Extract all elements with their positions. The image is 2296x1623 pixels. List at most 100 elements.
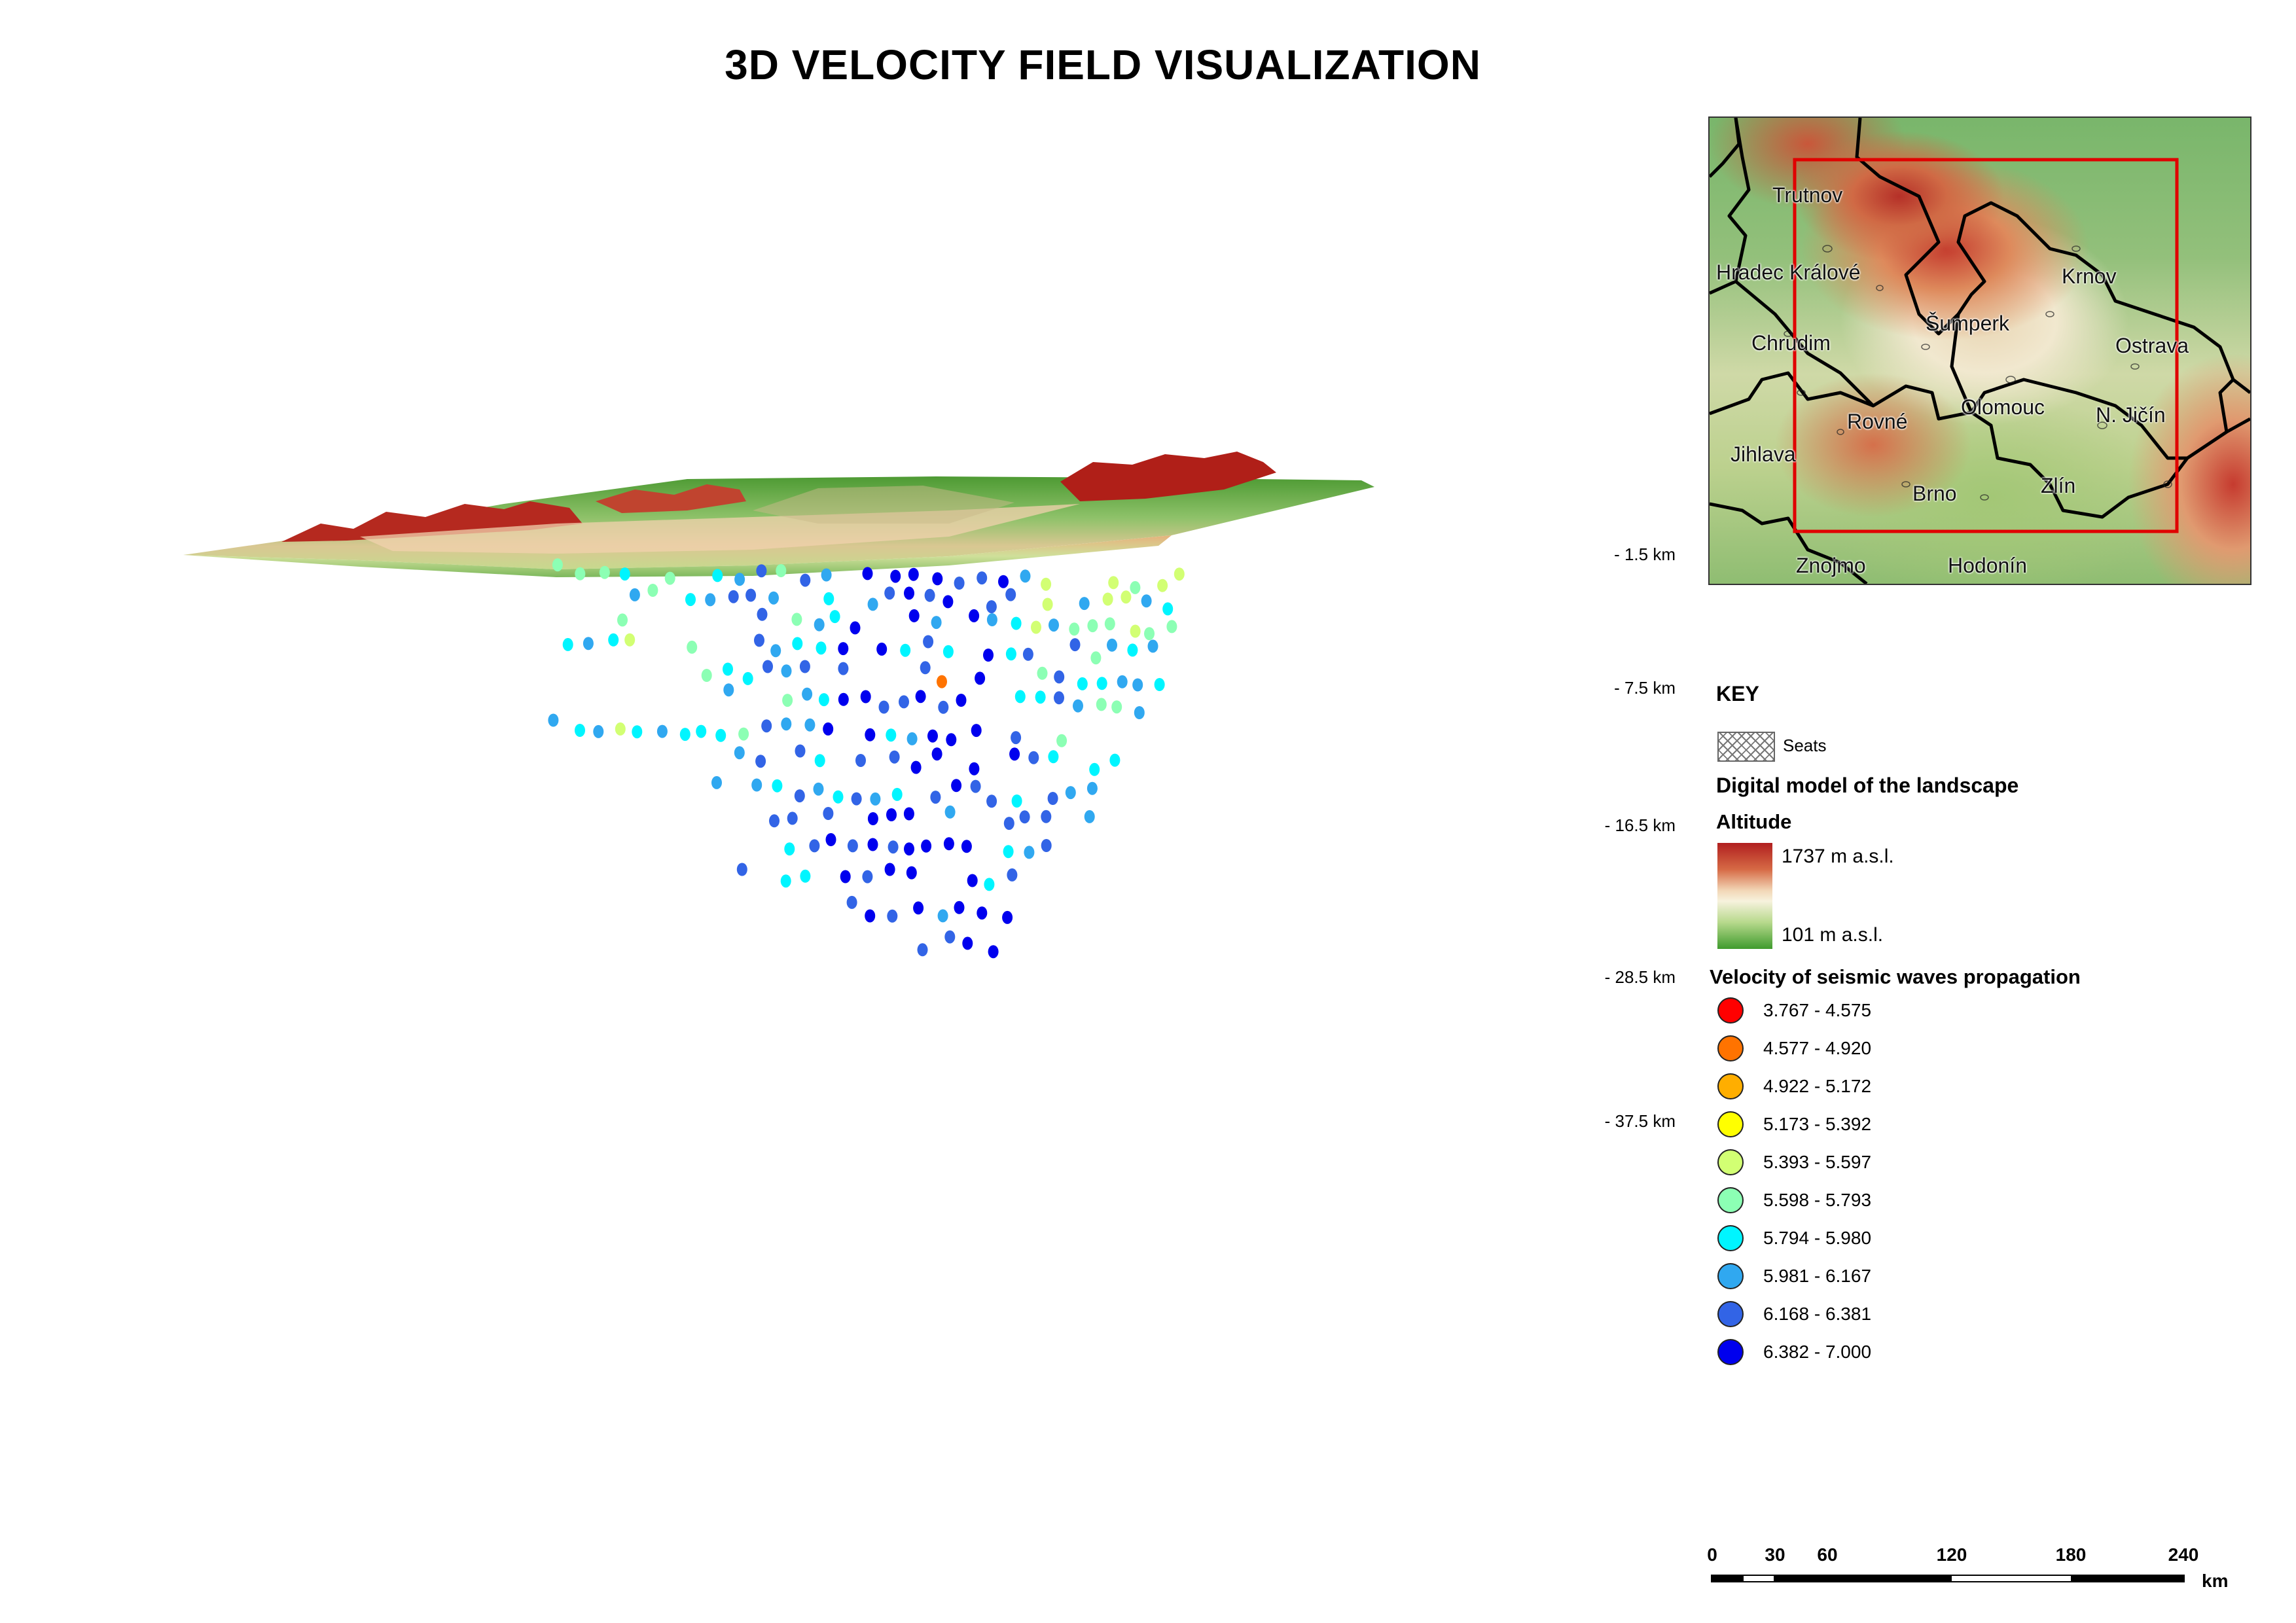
velocity-point [1096,698,1107,711]
velocity-point [687,640,698,654]
velocity-point [904,586,914,600]
velocity-range-label: 3.767 - 4.575 [1763,1000,1872,1020]
velocity-point [734,573,745,586]
scale-segment [1711,1575,1744,1582]
velocity-point [977,906,988,920]
velocity-point [1157,579,1168,592]
velocity-point [624,633,636,647]
velocity-swatch [1717,1073,1744,1099]
scale-tick-label: 120 [1936,1544,1967,1565]
velocity-point [915,690,926,704]
velocity-point [1086,781,1098,795]
velocity-point [1166,620,1177,633]
velocity-point [931,747,942,761]
depth-label-3: - 16.5 km [1604,815,1676,835]
city-brno: Brno [1912,482,1957,505]
velocity-point [1035,690,1046,704]
velocity-point [971,724,982,738]
velocity-point [792,637,803,651]
velocity-point [1007,868,1018,882]
velocity-point [931,616,942,630]
velocity-point [608,633,619,647]
velocity-range-label: 5.794 - 5.980 [1763,1228,1872,1248]
velocity-point [823,592,834,605]
velocity-point [946,733,957,747]
scale-unit-label: km [2202,1571,2229,1591]
velocity-point [1117,675,1128,688]
velocity-point [923,635,934,649]
velocity-point [1011,731,1022,745]
velocity-point [593,724,604,738]
velocity-point [961,840,972,853]
velocity-point [813,782,824,796]
velocity-point [1111,700,1122,714]
velocity-point [1041,810,1052,823]
velocity-point [988,945,999,959]
velocity-swatch [1717,1263,1744,1289]
velocity-point [615,722,626,736]
velocity-point [970,779,981,793]
velocity-point [656,724,668,738]
velocity-point [986,794,997,808]
velocity-point [823,807,834,820]
velocity-point [1069,638,1081,652]
velocity-point [632,725,643,739]
velocity-point [983,649,994,662]
velocity-point [903,807,914,821]
velocity-point [1011,794,1022,808]
velocity-point [886,808,897,821]
velocity-point [762,660,773,673]
velocity-point [956,694,967,707]
velocity-point [962,936,973,950]
velocity-point [728,590,739,603]
velocity-point [1162,602,1174,616]
velocity-point [1127,643,1138,657]
velocity-point [552,558,563,572]
velocity-point [548,713,559,727]
velocity-point [906,866,917,880]
velocity-point [943,837,954,851]
velocity-point [851,792,862,806]
velocity-point [723,683,734,697]
depth-label-1: - 1.5 km [1614,544,1676,564]
velocity-point [913,901,924,915]
velocity-point [876,642,888,656]
velocity-point [862,567,873,580]
velocity-point [1011,616,1022,630]
velocity-range-label: 4.922 - 5.172 [1763,1076,1872,1096]
scale-segment [1742,1575,1775,1582]
velocity-point [1019,810,1030,824]
velocity-point [867,812,878,825]
city-znojmo: Znojmo [1796,554,1866,577]
velocity-point [770,644,781,658]
velocity-point [899,695,909,709]
velocity-point [846,895,857,909]
velocity-point [1174,567,1185,581]
velocity-point [1054,691,1064,705]
city-n-jicin: N. Jičín [2096,403,2166,427]
velocity-point [679,728,691,741]
velocity-point [791,613,802,626]
velocity-point [1102,592,1113,606]
velocity-point [1047,792,1058,805]
city-sumperk: Šumperk [1926,312,2010,335]
velocity-point [757,607,768,621]
city-rovne: Rovné [1847,410,1908,433]
velocity-point [754,633,764,647]
velocity-point [889,750,900,764]
velocity-point [1130,624,1141,638]
velocity-point [1079,597,1090,611]
depth-label-4: - 28.5 km [1604,967,1676,987]
velocity-point [745,588,757,602]
inset-boundaries [1710,118,2250,584]
city-krnov: Krnov [2062,264,2117,288]
velocity-point [920,661,931,675]
velocity-point [1003,845,1014,859]
velocity-point [1037,666,1048,680]
velocity-point [867,597,878,611]
velocity-point [781,664,792,678]
legend-key-title: KEY [1716,682,1759,705]
velocity-point [816,641,827,655]
velocity-point [847,839,858,853]
velocity-point [937,675,947,688]
